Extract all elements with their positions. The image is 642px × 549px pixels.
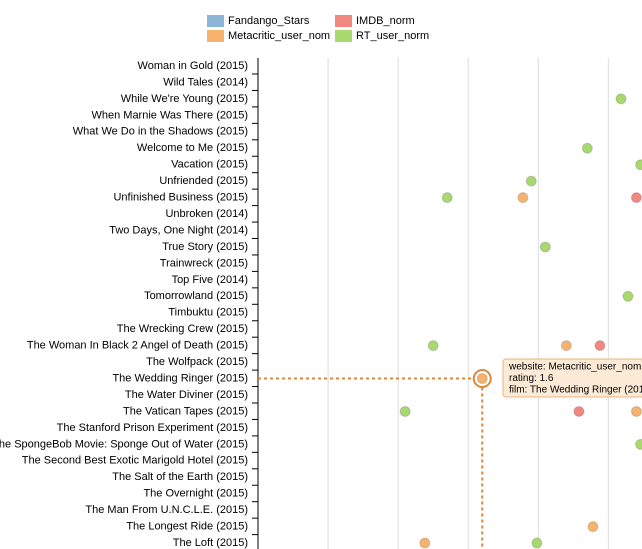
legend-swatch xyxy=(335,15,352,27)
y-tick-label: When Marnie Was There (2015) xyxy=(91,109,248,121)
y-tick-label: Two Days, One Night (2014) xyxy=(109,224,248,236)
y-tick-label: The Second Best Exotic Marigold Hotel (2… xyxy=(22,455,248,467)
y-tick-label: The Loft (2015) xyxy=(173,537,248,549)
y-tick-label: The Water Diviner (2015) xyxy=(125,389,248,401)
highlight-ring xyxy=(472,369,492,389)
y-tick-label: The Stanford Prison Experiment (2015) xyxy=(57,422,248,434)
tooltip-text: website: Metacritic_user_nom xyxy=(508,362,641,373)
legend-label: Fandango_Stars xyxy=(228,15,310,27)
dot xyxy=(635,438,642,450)
y-tick-label: Unbroken (2014) xyxy=(165,208,248,220)
tooltip-text: film: The Wedding Ringer (2015) xyxy=(509,385,642,396)
legend-label: RT_user_norm xyxy=(356,30,429,42)
legend-label: Metacritic_user_nom xyxy=(228,30,330,42)
y-tick-label: The Overnight (2015) xyxy=(143,488,248,500)
dot xyxy=(581,142,593,154)
dot xyxy=(531,537,543,549)
y-tick-label: Tomorrowland (2015) xyxy=(144,290,248,302)
dot xyxy=(630,405,642,417)
y-tick-label: True Story (2015) xyxy=(162,241,248,253)
legend: Fandango_Stars IMDB_norm Metacritic_user_n… xyxy=(207,15,429,42)
dot xyxy=(419,537,431,549)
tooltip-text: rating: 1.6 xyxy=(509,373,554,384)
dot xyxy=(615,93,627,105)
y-tick-label: The Wrecking Crew (2015) xyxy=(117,323,248,335)
dot xyxy=(573,405,585,417)
y-tick-label: The Woman In Black 2 Angel of Death (201… xyxy=(27,340,248,352)
dot xyxy=(539,241,551,253)
y-tick-label: What We Do in the Shadows (2015) xyxy=(73,126,248,138)
y-tick-label: The Salt of the Earth (2015) xyxy=(112,471,248,483)
dot xyxy=(476,373,488,385)
tooltip-box xyxy=(502,358,642,398)
legend-swatch xyxy=(335,30,352,42)
dot xyxy=(560,340,572,352)
y-tick-label: The Wedding Ringer (2015) xyxy=(112,372,248,384)
y-tick-label: Trainwreck (2015) xyxy=(160,257,248,269)
y-tick-label: Top Five (2014) xyxy=(172,274,248,286)
y-tick-label: Woman in Gold (2015) xyxy=(138,60,248,72)
y-tick-label: Unfinished Business (2015) xyxy=(113,192,248,204)
y-tick-label: Wild Tales (2014) xyxy=(163,76,248,88)
y-tick-label: The Vatican Tapes (2015) xyxy=(123,405,248,417)
dot xyxy=(635,159,642,171)
y-tick-label: While We're Young (2015) xyxy=(121,93,248,105)
y-tick-label: The Wolfpack (2015) xyxy=(146,356,248,368)
dot xyxy=(525,175,537,187)
y-tick-label: Timbuktu (2015) xyxy=(168,307,248,319)
dot xyxy=(517,192,529,204)
y-tick-label: Vacation (2015) xyxy=(171,159,248,171)
dot xyxy=(594,340,606,352)
dot xyxy=(427,340,439,352)
dot xyxy=(587,521,599,533)
y-tick-label: Unfriended (2015) xyxy=(159,175,248,187)
dot xyxy=(441,192,453,204)
dot xyxy=(399,405,411,417)
dot xyxy=(630,192,642,204)
legend-swatch xyxy=(207,30,224,42)
y-tick-label: The SpongeBob Movie: Sponge Out of Water… xyxy=(0,438,248,450)
legend-swatch xyxy=(207,15,224,27)
dot xyxy=(622,290,634,302)
y-tick-label: Welcome to Me (2015) xyxy=(137,142,248,154)
y-tick-label: The Longest Ride (2015) xyxy=(126,521,248,533)
y-tick-label: The Man From U.N.C.L.E. (2015) xyxy=(85,504,248,516)
legend-label: IMDB_norm xyxy=(356,15,415,27)
